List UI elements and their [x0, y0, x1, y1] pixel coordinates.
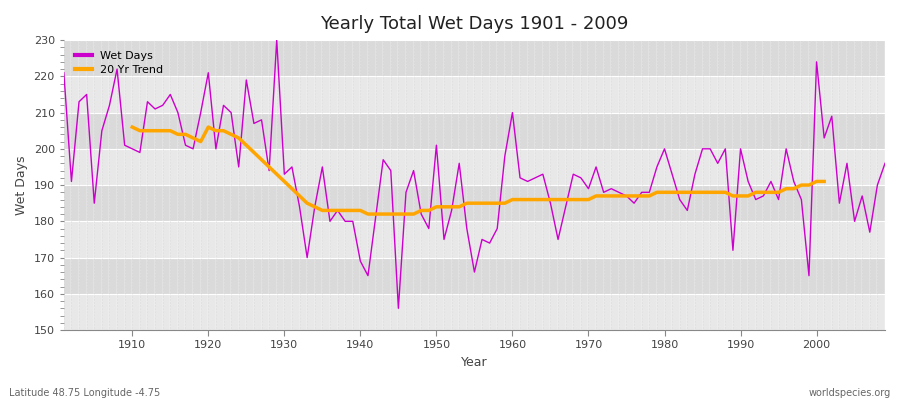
Wet Days	[879, 161, 890, 166]
Y-axis label: Wet Days: Wet Days	[15, 155, 28, 215]
20 Yr Trend	[682, 190, 693, 195]
Bar	[64, 149, 885, 185]
Bar	[64, 112, 885, 149]
Bar	[64, 185, 885, 221]
Line: 20 Yr Trend: 20 Yr Trend	[132, 127, 824, 214]
20 Yr Trend	[819, 179, 830, 184]
Bar	[64, 76, 885, 112]
Wet Days	[120, 143, 130, 148]
Text: Latitude 48.75 Longitude -4.75: Latitude 48.75 Longitude -4.75	[9, 388, 160, 398]
Bar	[64, 258, 885, 294]
20 Yr Trend	[644, 194, 654, 198]
20 Yr Trend	[545, 197, 556, 202]
20 Yr Trend	[689, 190, 700, 195]
Wet Days	[58, 70, 69, 75]
Title: Yearly Total Wet Days 1901 - 2009: Yearly Total Wet Days 1901 - 2009	[320, 15, 628, 33]
Legend: Wet Days, 20 Yr Trend: Wet Days, 20 Yr Trend	[69, 46, 169, 80]
X-axis label: Year: Year	[461, 356, 488, 369]
Line: Wet Days: Wet Days	[64, 40, 885, 308]
20 Yr Trend	[712, 190, 723, 195]
20 Yr Trend	[127, 125, 138, 130]
Wet Days	[340, 219, 351, 224]
Wet Days	[393, 306, 404, 311]
Wet Days	[294, 204, 305, 209]
Wet Days	[271, 38, 282, 42]
Text: worldspecies.org: worldspecies.org	[809, 388, 891, 398]
20 Yr Trend	[674, 190, 685, 195]
Wet Days	[522, 179, 533, 184]
Wet Days	[614, 190, 625, 195]
20 Yr Trend	[363, 212, 374, 216]
Bar	[64, 40, 885, 76]
Bar	[64, 294, 885, 330]
Wet Days	[515, 176, 526, 180]
Bar	[64, 221, 885, 258]
